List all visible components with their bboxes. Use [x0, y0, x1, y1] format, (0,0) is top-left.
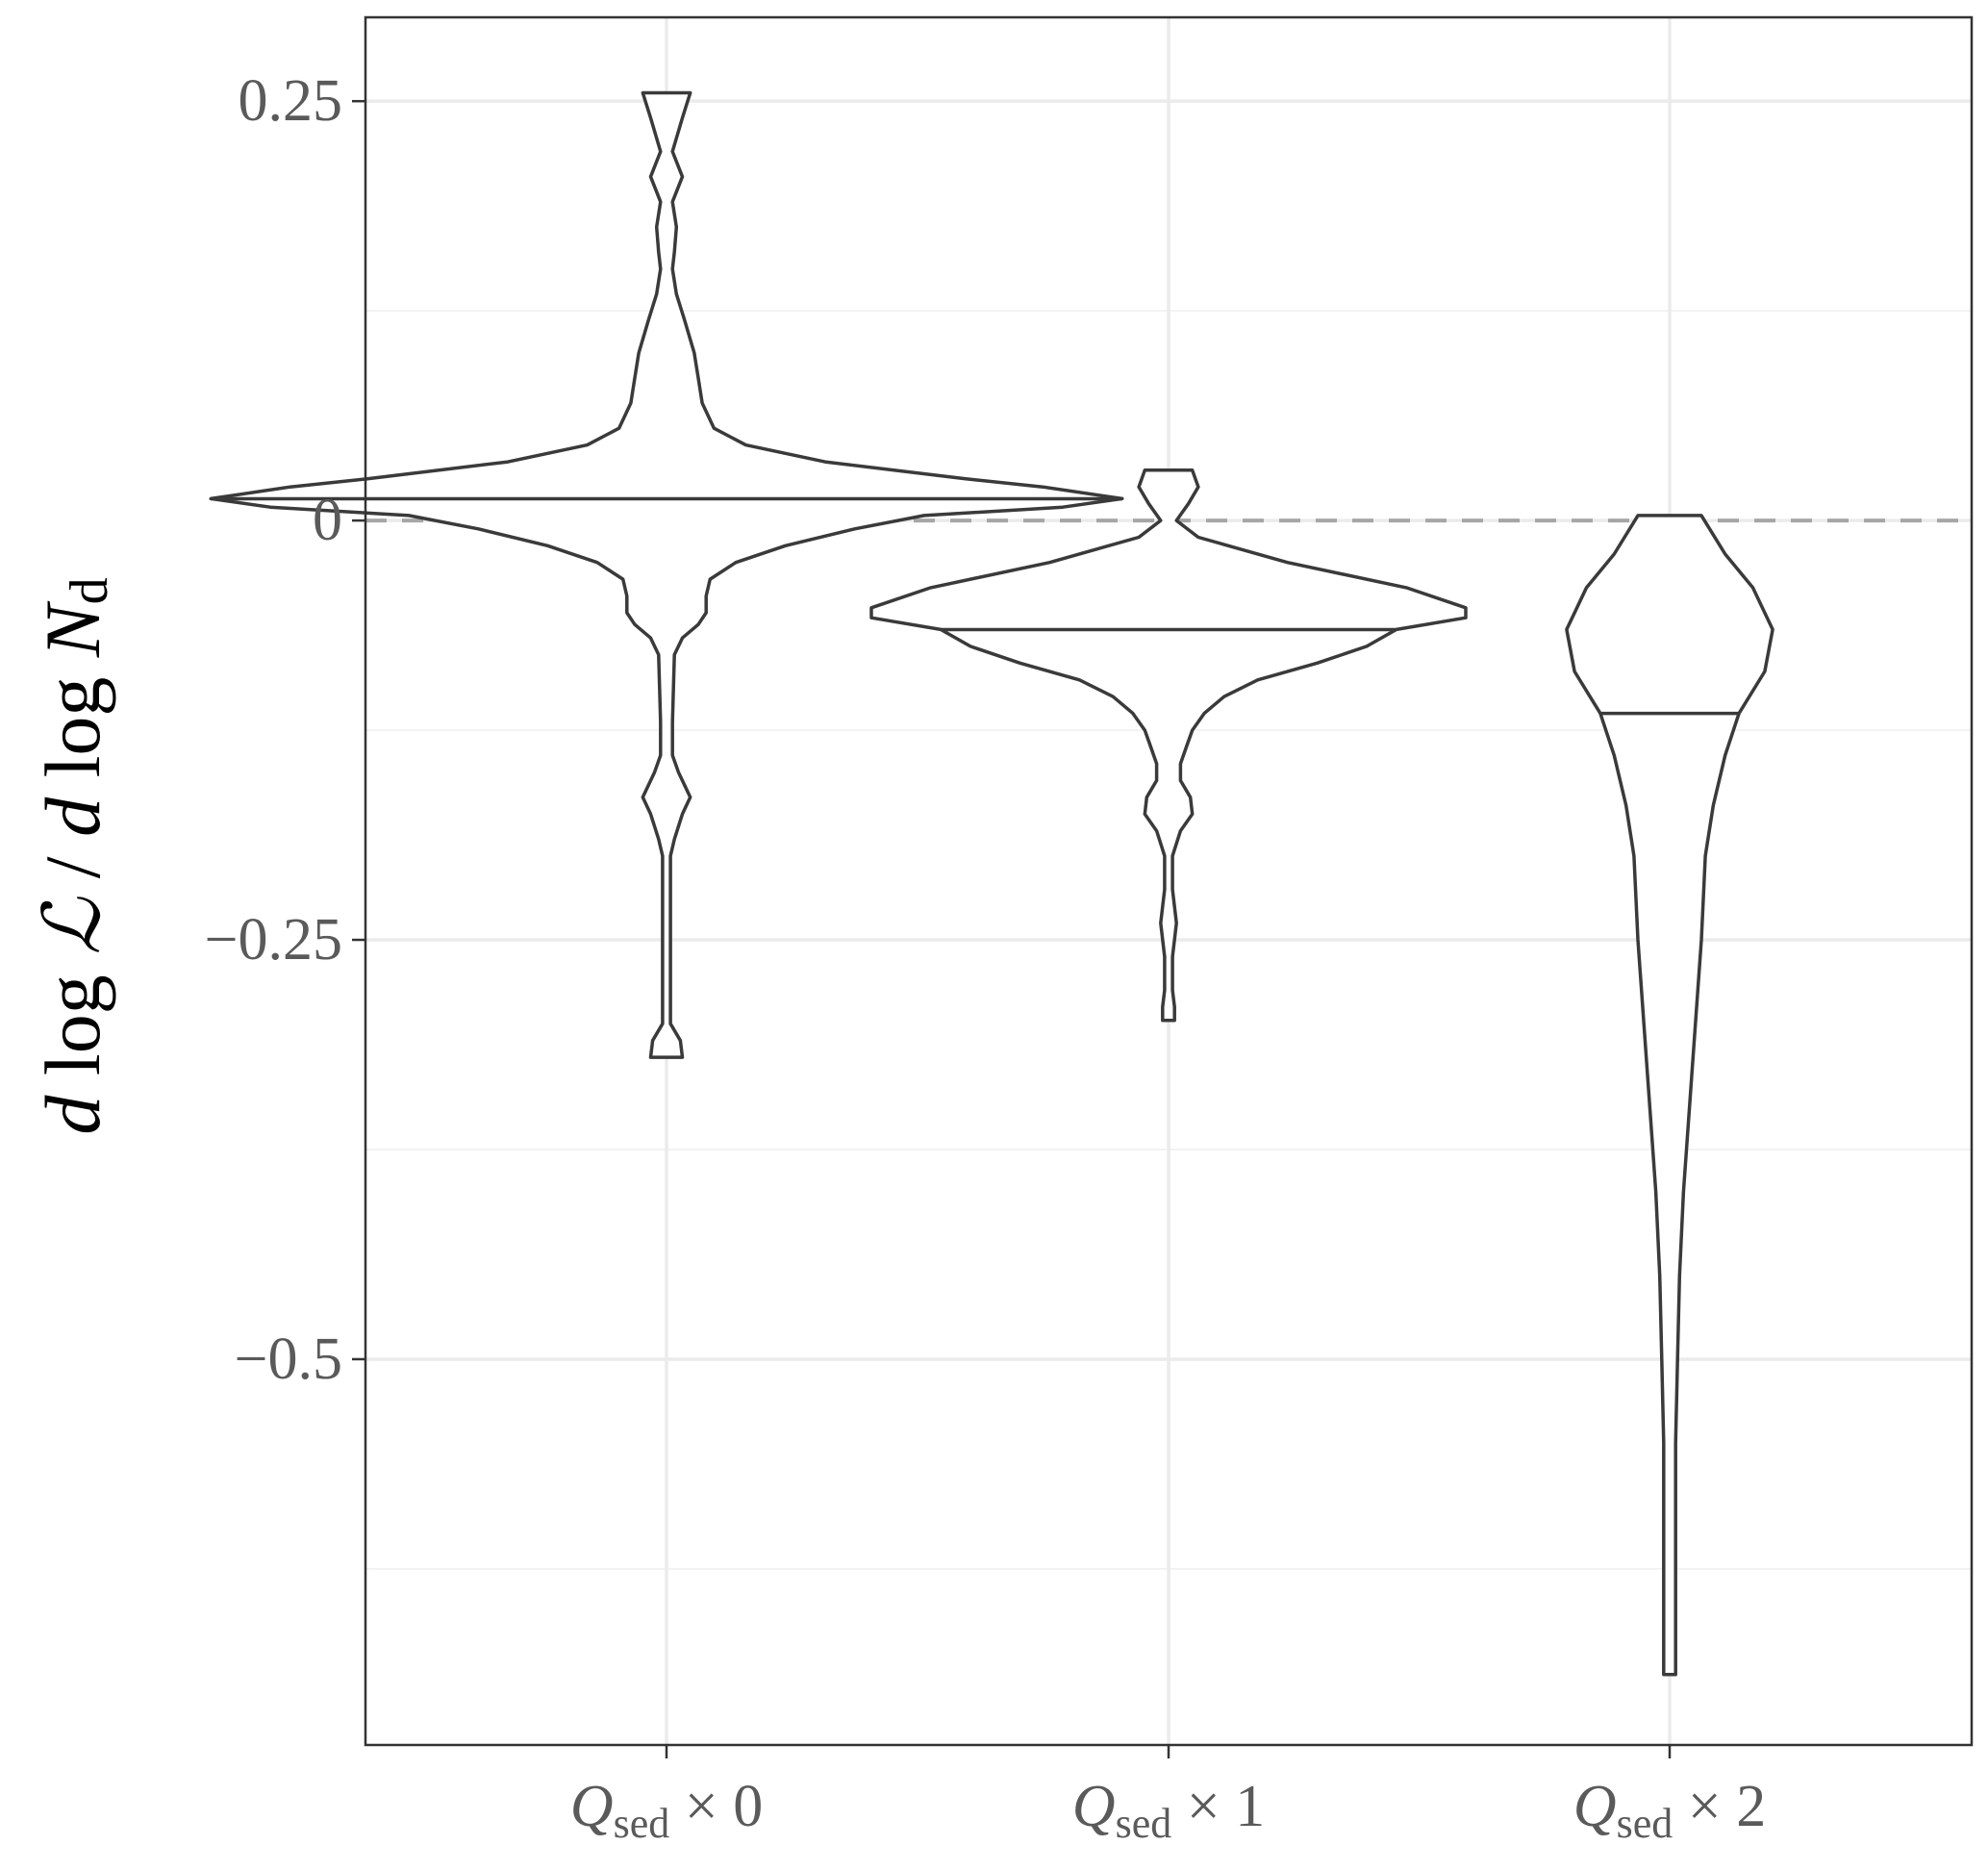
x-label-multiplier: × 2 [1673, 1774, 1766, 1839]
x-label-subscript: sed [1617, 1800, 1673, 1847]
y-tick-label: −0.5 [235, 1327, 342, 1392]
x-label-q: Q [1573, 1774, 1617, 1839]
y-label-log2: log [29, 677, 116, 778]
y-label-script-l: ℒ [29, 897, 116, 955]
x-tick-label: Qsed × 2 [1573, 1774, 1766, 1847]
y-tick-label: −0.25 [205, 907, 342, 973]
violin-shape [209, 90, 1124, 1059]
y-label-d1: d [29, 1095, 116, 1135]
y-label-slash: / [29, 856, 116, 878]
x-label-subscript: sed [1116, 1800, 1172, 1847]
y-label-n: N [29, 600, 116, 658]
x-label-q: Q [570, 1774, 614, 1839]
y-label-log1: log [29, 974, 116, 1075]
y-label-subscript: d [60, 577, 119, 604]
x-tick-label: Qsed × 0 [570, 1774, 763, 1847]
x-label-multiplier: × 1 [1171, 1774, 1265, 1839]
violin-layer [209, 90, 1774, 1677]
violin-shape [1565, 514, 1774, 1677]
x-label-multiplier: × 0 [669, 1774, 763, 1839]
y-tick-label: 0.25 [239, 68, 343, 134]
x-label-subscript: sed [614, 1800, 670, 1847]
y-tick-label: 0 [313, 488, 342, 553]
y-label-d2: d [29, 796, 116, 837]
x-label-q: Q [1072, 1774, 1116, 1839]
y-axis-label: d log ℒ / d log Nd [29, 577, 119, 1134]
violin-shape [869, 468, 1468, 1023]
x-tick-label: Qsed × 1 [1072, 1774, 1265, 1847]
